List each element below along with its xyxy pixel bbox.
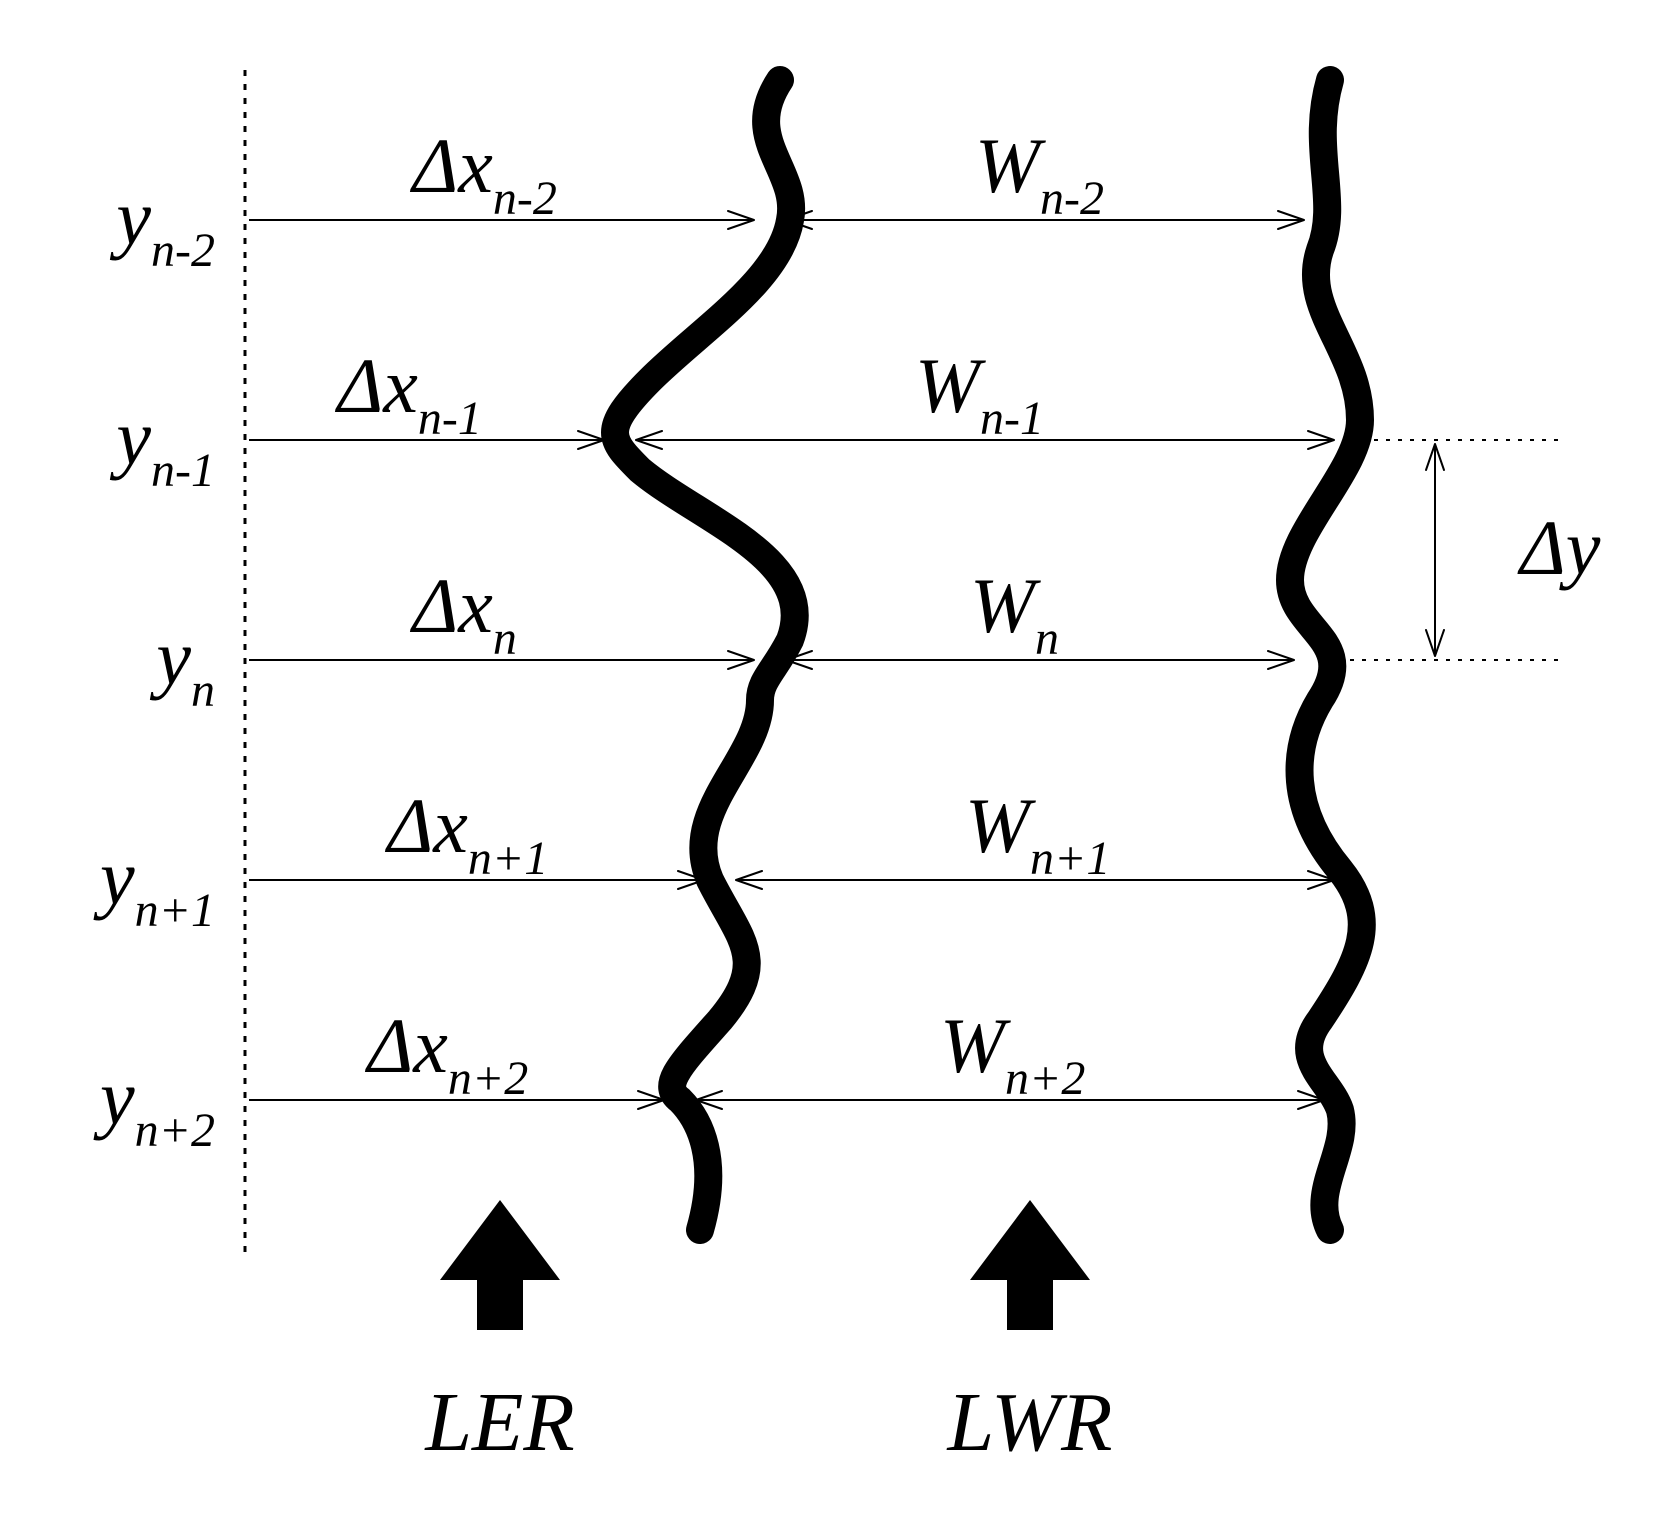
y-label: yn-2 [109,174,215,277]
delta-x-label: Δxn+2 [365,1002,529,1105]
y-label: yn [149,614,215,717]
width-label: Wn-1 [915,342,1044,445]
delta-x-label: Δxn-1 [335,342,482,445]
lwr-label: LWR [947,1376,1113,1469]
up-arrow-icon [970,1200,1090,1330]
width-label: Wn+2 [940,1002,1085,1105]
delta-x-label: Δxn-2 [410,122,557,225]
ler-label: LER [424,1376,574,1469]
right-edge-wave [1290,80,1362,1230]
delta-y-label: Δy [1517,504,1601,591]
y-label: yn+1 [93,834,215,937]
measurement-row: yn-1 Δxn-1 Wn-1 [109,342,1334,497]
delta-x-label: Δxn+1 [385,782,549,885]
width-label: Wn+1 [965,782,1110,885]
delta-x-label: Δxn [410,562,517,665]
measurement-row: yn Δxn Wn [149,562,1294,717]
y-label: yn-1 [109,394,215,497]
width-label: Wn-2 [975,122,1104,225]
y-label: yn+2 [93,1054,215,1157]
up-arrow-icon [440,1200,560,1330]
left-edge-wave [615,80,795,1230]
measurement-row: yn-2 Δxn-2 Wn-2 [109,122,1304,277]
delta-y-indicator: Δy [1350,440,1601,660]
width-label: Wn [970,562,1059,665]
